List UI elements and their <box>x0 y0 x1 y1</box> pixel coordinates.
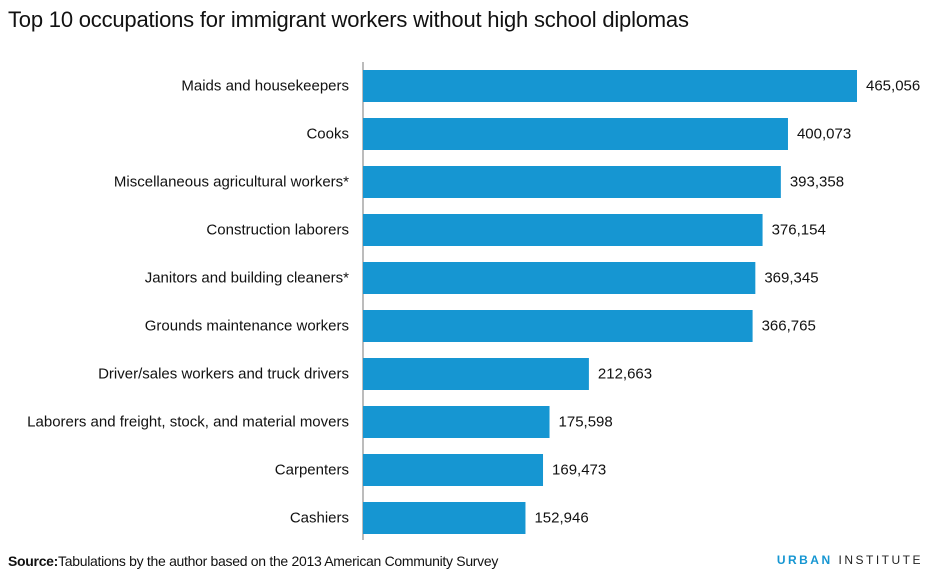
bar <box>363 406 550 438</box>
category-label: Laborers and freight, stock, and materia… <box>27 414 349 431</box>
bar <box>363 118 788 150</box>
category-label: Driver/sales workers and truck drivers <box>98 366 349 383</box>
bar <box>363 166 781 198</box>
category-label: Cooks <box>306 126 349 143</box>
value-labels: 465,056 400,073 393,358 376,154 369,345 366,7… <box>534 78 920 527</box>
value-label: 212,663 <box>598 366 652 383</box>
category-label: Grounds maintenance workers <box>145 318 349 335</box>
value-label: 376,154 <box>772 222 826 239</box>
category-label: Maids and housekeepers <box>181 78 349 95</box>
category-label: Carpenters <box>275 462 349 479</box>
value-label: 366,765 <box>762 318 816 335</box>
category-label: Construction laborers <box>206 222 349 239</box>
logo-brand: URBAN <box>776 553 833 567</box>
value-label: 369,345 <box>764 270 818 287</box>
category-label: Miscellaneous agricultural workers* <box>114 174 349 191</box>
category-labels: Maids and housekeepers Cooks Miscellaneous… <box>27 78 349 527</box>
bar <box>363 502 526 534</box>
value-label: 400,073 <box>797 126 851 143</box>
chart-title: Top 10 occupations for immigrant workers… <box>8 7 689 32</box>
value-label: 393,358 <box>790 174 844 191</box>
bars-layer <box>363 70 857 534</box>
source-note: Source:Tabulations by the author based o… <box>8 552 498 570</box>
source-label: Source: <box>8 553 59 569</box>
urban-institute-logo: URBAN INSTITUTE <box>777 552 923 568</box>
bar <box>363 310 753 342</box>
logo-suffix: INSTITUTE <box>832 553 923 567</box>
bar <box>363 454 544 486</box>
bar <box>363 70 857 102</box>
category-label: Janitors and building cleaners* <box>145 270 349 287</box>
value-label: 175,598 <box>559 414 613 431</box>
source-text: Tabulations by the author based on the 2… <box>58 553 499 569</box>
value-label: 152,946 <box>534 510 588 527</box>
bar <box>363 262 756 294</box>
value-label: 465,056 <box>866 78 920 95</box>
value-label: 169,473 <box>552 462 606 479</box>
category-label: Cashiers <box>290 510 349 527</box>
bar <box>363 214 763 246</box>
bar <box>363 358 589 390</box>
